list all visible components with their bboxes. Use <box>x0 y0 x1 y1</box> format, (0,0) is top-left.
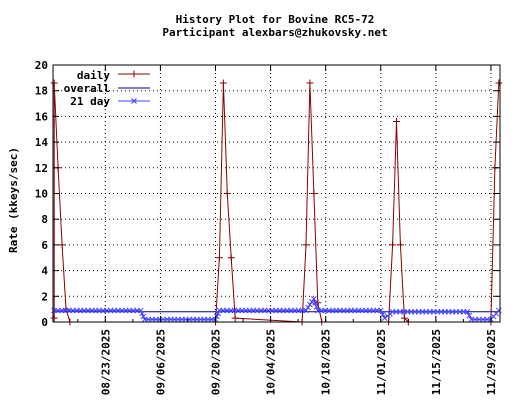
x-tick-label: 11/01/2025 <box>375 329 388 395</box>
series-point <box>305 304 311 311</box>
series-point <box>307 301 313 308</box>
y-tick-label: 20 <box>35 59 48 72</box>
series-point <box>50 314 58 322</box>
chart-subtitle: Participant alexbars@zhukovsky.net <box>162 26 387 39</box>
series-point <box>219 79 227 87</box>
chart-title: History Plot for Bovine RC5-72 <box>176 13 375 26</box>
series-point <box>466 312 473 319</box>
series-point <box>215 310 221 317</box>
x-tick-label: 09/06/2025 <box>154 329 167 395</box>
series-point <box>302 241 310 249</box>
series-point <box>50 79 58 87</box>
series-point <box>311 296 317 302</box>
x-tick-label: 11/29/2025 <box>485 329 498 395</box>
axis-ticks: 0 2 4 6 8 10 12 14 16 18 20 08/23/2025 09/06/2025 09/… <box>35 59 500 395</box>
series-daily <box>50 79 503 326</box>
series-point <box>396 241 404 249</box>
series-point <box>309 298 315 305</box>
series-point <box>393 118 401 126</box>
series-point <box>223 190 231 197</box>
series-point <box>379 311 386 318</box>
series-point <box>464 308 471 315</box>
series-point <box>495 79 503 87</box>
plot-frame <box>52 64 501 323</box>
x-tick-label: 10/18/2025 <box>320 329 333 395</box>
y-tick-label: 18 <box>35 85 48 98</box>
legend-swatches <box>118 70 150 104</box>
series-point <box>215 254 223 262</box>
y-tick-label: 4 <box>41 265 48 278</box>
x-tick-label: 11/15/2025 <box>430 329 443 395</box>
series-point <box>312 299 319 306</box>
y-tick-label: 2 <box>41 290 48 303</box>
y-tick-label: 8 <box>41 213 48 226</box>
y-tick-label: 10 <box>35 188 48 201</box>
y-tick-label: 16 <box>35 110 49 123</box>
series-point <box>310 190 318 197</box>
y-tick-label: 0 <box>41 316 48 329</box>
x-tick-label: 08/23/2025 <box>99 329 112 395</box>
legend-label-daily: daily <box>77 69 110 82</box>
y-tick-label: 12 <box>35 162 48 175</box>
series-point <box>227 254 235 262</box>
series-point <box>137 307 144 314</box>
series-point <box>313 303 320 310</box>
series-point <box>231 314 239 322</box>
legend-swatch-marker <box>130 70 138 78</box>
series-21-day <box>51 296 502 323</box>
series-line-daily <box>53 82 500 323</box>
x-tick-label: 09/20/2025 <box>210 329 223 395</box>
legend-label-21-day: 21 day <box>70 95 110 108</box>
legend: daily overall 21 day <box>64 69 150 108</box>
y-tick-label: 6 <box>41 239 48 252</box>
grid-lines <box>53 65 500 322</box>
series-point <box>377 307 384 314</box>
series-point <box>389 241 397 249</box>
series-point <box>495 307 502 314</box>
series-point <box>58 241 66 249</box>
plot-series <box>50 79 503 326</box>
series-point <box>400 314 408 322</box>
legend-label-overall: overall <box>64 82 110 95</box>
x-tick-label: 10/04/2025 <box>265 329 278 395</box>
y-tick-label: 14 <box>35 136 49 149</box>
series-point <box>139 310 145 317</box>
series-point <box>140 313 147 320</box>
series-point <box>303 307 309 314</box>
series-point <box>306 79 314 87</box>
y-axis-label: Rate (kkeys/sec) <box>7 147 20 253</box>
legend-swatch-marker <box>131 98 137 104</box>
